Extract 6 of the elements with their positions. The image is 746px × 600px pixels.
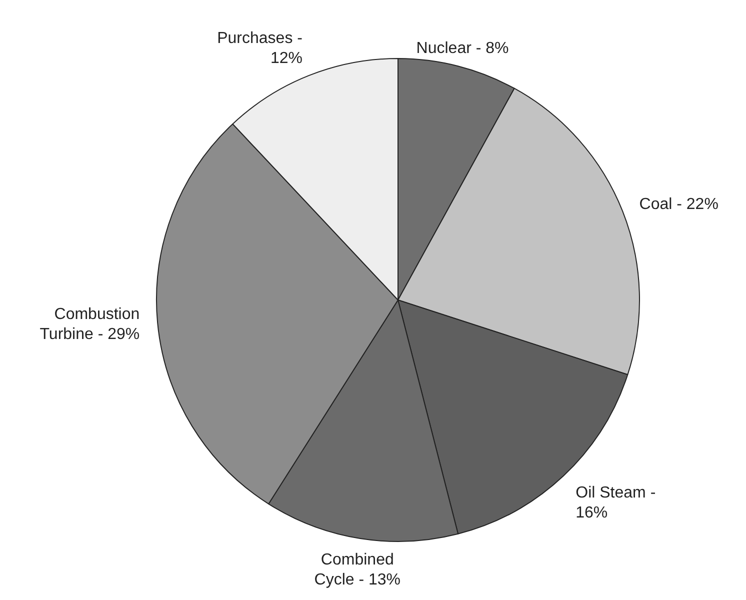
slice-label: Coal - 22% bbox=[639, 196, 718, 213]
slice-label: Nuclear - 8% bbox=[416, 40, 509, 58]
slice-label: Purchases - 12% bbox=[217, 30, 302, 68]
slice-label: Combustion Turbine - 29% bbox=[40, 306, 140, 343]
slice-label: Oil Steam - 16% bbox=[576, 484, 656, 522]
slice-label: Combined Cycle - 13% bbox=[314, 552, 401, 589]
